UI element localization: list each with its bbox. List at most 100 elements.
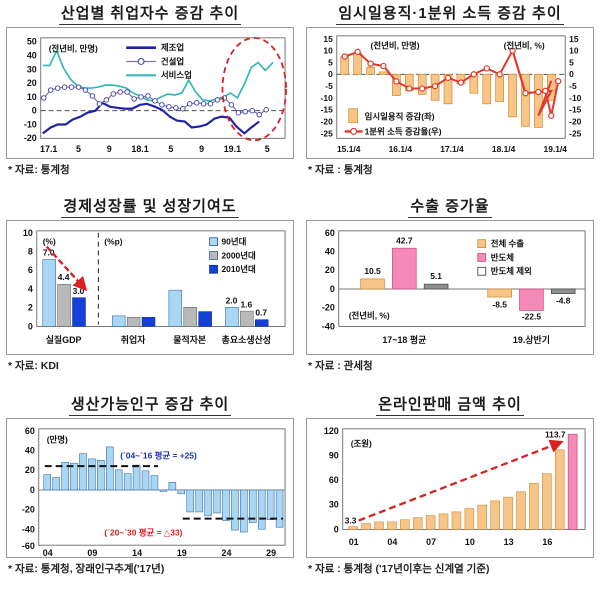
- bar-group-tfp: [225, 307, 269, 327]
- svg-text:15: 15: [569, 34, 579, 44]
- svg-text:09: 09: [87, 548, 97, 557]
- svg-text:총요소생산성: 총요소생산성: [222, 334, 271, 345]
- svg-text:10.5: 10.5: [364, 266, 381, 276]
- svg-text:8: 8: [28, 247, 33, 257]
- panel-online-sales-amount: 온라인판매 금액 추이 120 90 60 30 0: [300, 391, 600, 597]
- annotation-avg-2020-2030: (´20~´30 평균 = △33): [104, 527, 182, 537]
- svg-text:17.1/4: 17.1/4: [440, 144, 464, 154]
- svg-text:120: 120: [324, 426, 339, 436]
- svg-text:-60: -60: [22, 541, 35, 551]
- svg-text:-10: -10: [569, 93, 582, 103]
- svg-text:10: 10: [465, 537, 475, 547]
- svg-text:-22.5: -22.5: [522, 312, 542, 322]
- svg-text:19: 19: [177, 548, 187, 557]
- svg-text:1.6: 1.6: [240, 300, 252, 310]
- svg-text:24: 24: [222, 548, 232, 557]
- svg-text:0: 0: [330, 284, 335, 294]
- panel-export-growth-rate: 수출 증가율 60 40 20 0 -20 -40: [300, 193, 600, 391]
- svg-text:반도체 제외: 반도체 제외: [491, 266, 532, 276]
- chart-export-growth-rate: 60 40 20 0 -20 -40 10.5 42.: [306, 220, 594, 355]
- svg-text:19.상반기: 19.상반기: [513, 334, 550, 345]
- svg-text:(%): (%): [43, 237, 56, 247]
- svg-text:(전년비, 만명): (전년비, 만명): [371, 41, 420, 51]
- svg-text:42.7: 42.7: [396, 236, 413, 246]
- svg-text:-15: -15: [569, 105, 582, 115]
- svg-text:임시일용직 증감(좌): 임시일용직 증감(좌): [365, 112, 435, 122]
- source-note: * 자료 : 통계청 ('17년이후는 신계열 기준): [308, 563, 490, 575]
- chart-growth-rate-contribution: 10 8 6 4 2 0: [6, 220, 294, 355]
- svg-text:건설업: 건설업: [161, 56, 184, 66]
- svg-text:19.1: 19.1: [224, 144, 241, 154]
- svg-text:-15: -15: [321, 105, 334, 115]
- bar-group-realgdp: [42, 259, 86, 327]
- svg-text:5: 5: [328, 57, 333, 67]
- svg-text:30: 30: [329, 500, 339, 510]
- svg-text:-5: -5: [569, 81, 577, 91]
- svg-text:-40: -40: [22, 524, 35, 534]
- svg-text:(%p): (%p): [104, 237, 122, 247]
- svg-text:18.1: 18.1: [131, 144, 148, 154]
- highlight-ellipse: [221, 36, 287, 142]
- bar-highlight-latest: [567, 433, 578, 530]
- panel-temporary-daily-workers-income: 임시일용직·1분위 소득 증감 추이 15 10 5 0 -5 -10 -15 -20 -2…: [300, 0, 600, 193]
- trend-arrow-icon: [358, 439, 564, 522]
- source-note: * 자료: KDI: [8, 360, 59, 372]
- svg-text:07: 07: [426, 537, 436, 547]
- chart-svg: 50 40 30 20 10 0 -10 -20: [24, 36, 287, 154]
- panel-title: 경제성장률 및 성장기여도: [6, 193, 294, 220]
- panel-title: 생산가능인구 증감 추이: [6, 391, 294, 418]
- svg-text:-10: -10: [321, 93, 334, 103]
- svg-text:-20: -20: [321, 117, 334, 127]
- svg-text:5: 5: [569, 57, 574, 67]
- svg-text:-25: -25: [569, 128, 582, 138]
- svg-text:2000년대: 2000년대: [222, 250, 257, 260]
- svg-text:0.7: 0.7: [255, 308, 267, 318]
- svg-text:-20: -20: [569, 117, 582, 127]
- bar-group-2017-18: [360, 247, 449, 290]
- svg-text:60: 60: [25, 426, 35, 436]
- bar-group-capital: [168, 289, 212, 327]
- svg-text:0: 0: [334, 524, 339, 534]
- source-note: * 자료: 통계청: [8, 164, 70, 176]
- svg-text:반도체: 반도체: [491, 252, 515, 262]
- chart-legend: 90년대 2000년대 2010년대: [209, 237, 257, 274]
- svg-text:01: 01: [349, 537, 359, 547]
- chart-legend: 전체 수출 반도체 반도체 제외: [477, 239, 532, 276]
- svg-text:17~18 평균: 17~18 평균: [382, 334, 426, 345]
- panel-title: 임시일용직·1분위 소득 증감 추이: [306, 0, 594, 27]
- chart-temporary-daily-workers-income: 15 10 5 0 -5 -10 -15 -20 -25 15 10 5 0 -5 -10 -15-…: [306, 27, 594, 159]
- chart-svg: 10 8 6 4 2 0: [23, 228, 286, 345]
- svg-text:16: 16: [542, 537, 552, 547]
- svg-text:29: 29: [266, 548, 276, 557]
- svg-text:14: 14: [132, 548, 142, 557]
- panel-title: 수출 증가율: [306, 193, 594, 220]
- svg-text:10: 10: [323, 46, 333, 56]
- svg-text:실질GDP: 실질GDP: [46, 334, 82, 345]
- panel-title: 온라인판매 금액 추이: [306, 391, 594, 418]
- svg-text:-20: -20: [22, 505, 35, 515]
- svg-text:제조업: 제조업: [161, 43, 184, 53]
- svg-text:50: 50: [27, 37, 37, 47]
- svg-text:16.1/4: 16.1/4: [389, 144, 413, 154]
- bar-series-online-sales: [348, 449, 565, 530]
- svg-text:전체 수출: 전체 수출: [491, 239, 525, 249]
- svg-text:40: 40: [27, 51, 37, 61]
- svg-text:5: 5: [76, 144, 81, 154]
- svg-text:60: 60: [325, 228, 335, 238]
- svg-text:5.1: 5.1: [430, 271, 442, 281]
- bar-group-2019H1: [487, 288, 576, 311]
- chart-legend: 임시일용직 증감(좌) 1분위 소득 증감율(우): [344, 108, 442, 136]
- svg-text:10: 10: [23, 228, 33, 238]
- svg-text:2010년대: 2010년대: [222, 264, 257, 274]
- svg-text:0: 0: [28, 321, 33, 331]
- svg-text:9: 9: [199, 144, 204, 154]
- svg-text:서비스업: 서비스업: [161, 70, 192, 80]
- annotation-avg-2004-2016: (´04~´16 평균 = +25): [120, 450, 197, 460]
- svg-text:15.1/4: 15.1/4: [337, 144, 361, 154]
- svg-text:40: 40: [325, 247, 335, 257]
- svg-text:7.0: 7.0: [43, 248, 55, 258]
- chart-employment-by-industry: 50 40 30 20 10 0 -10 -20: [6, 27, 294, 159]
- svg-text:(조원): (조원): [351, 439, 372, 449]
